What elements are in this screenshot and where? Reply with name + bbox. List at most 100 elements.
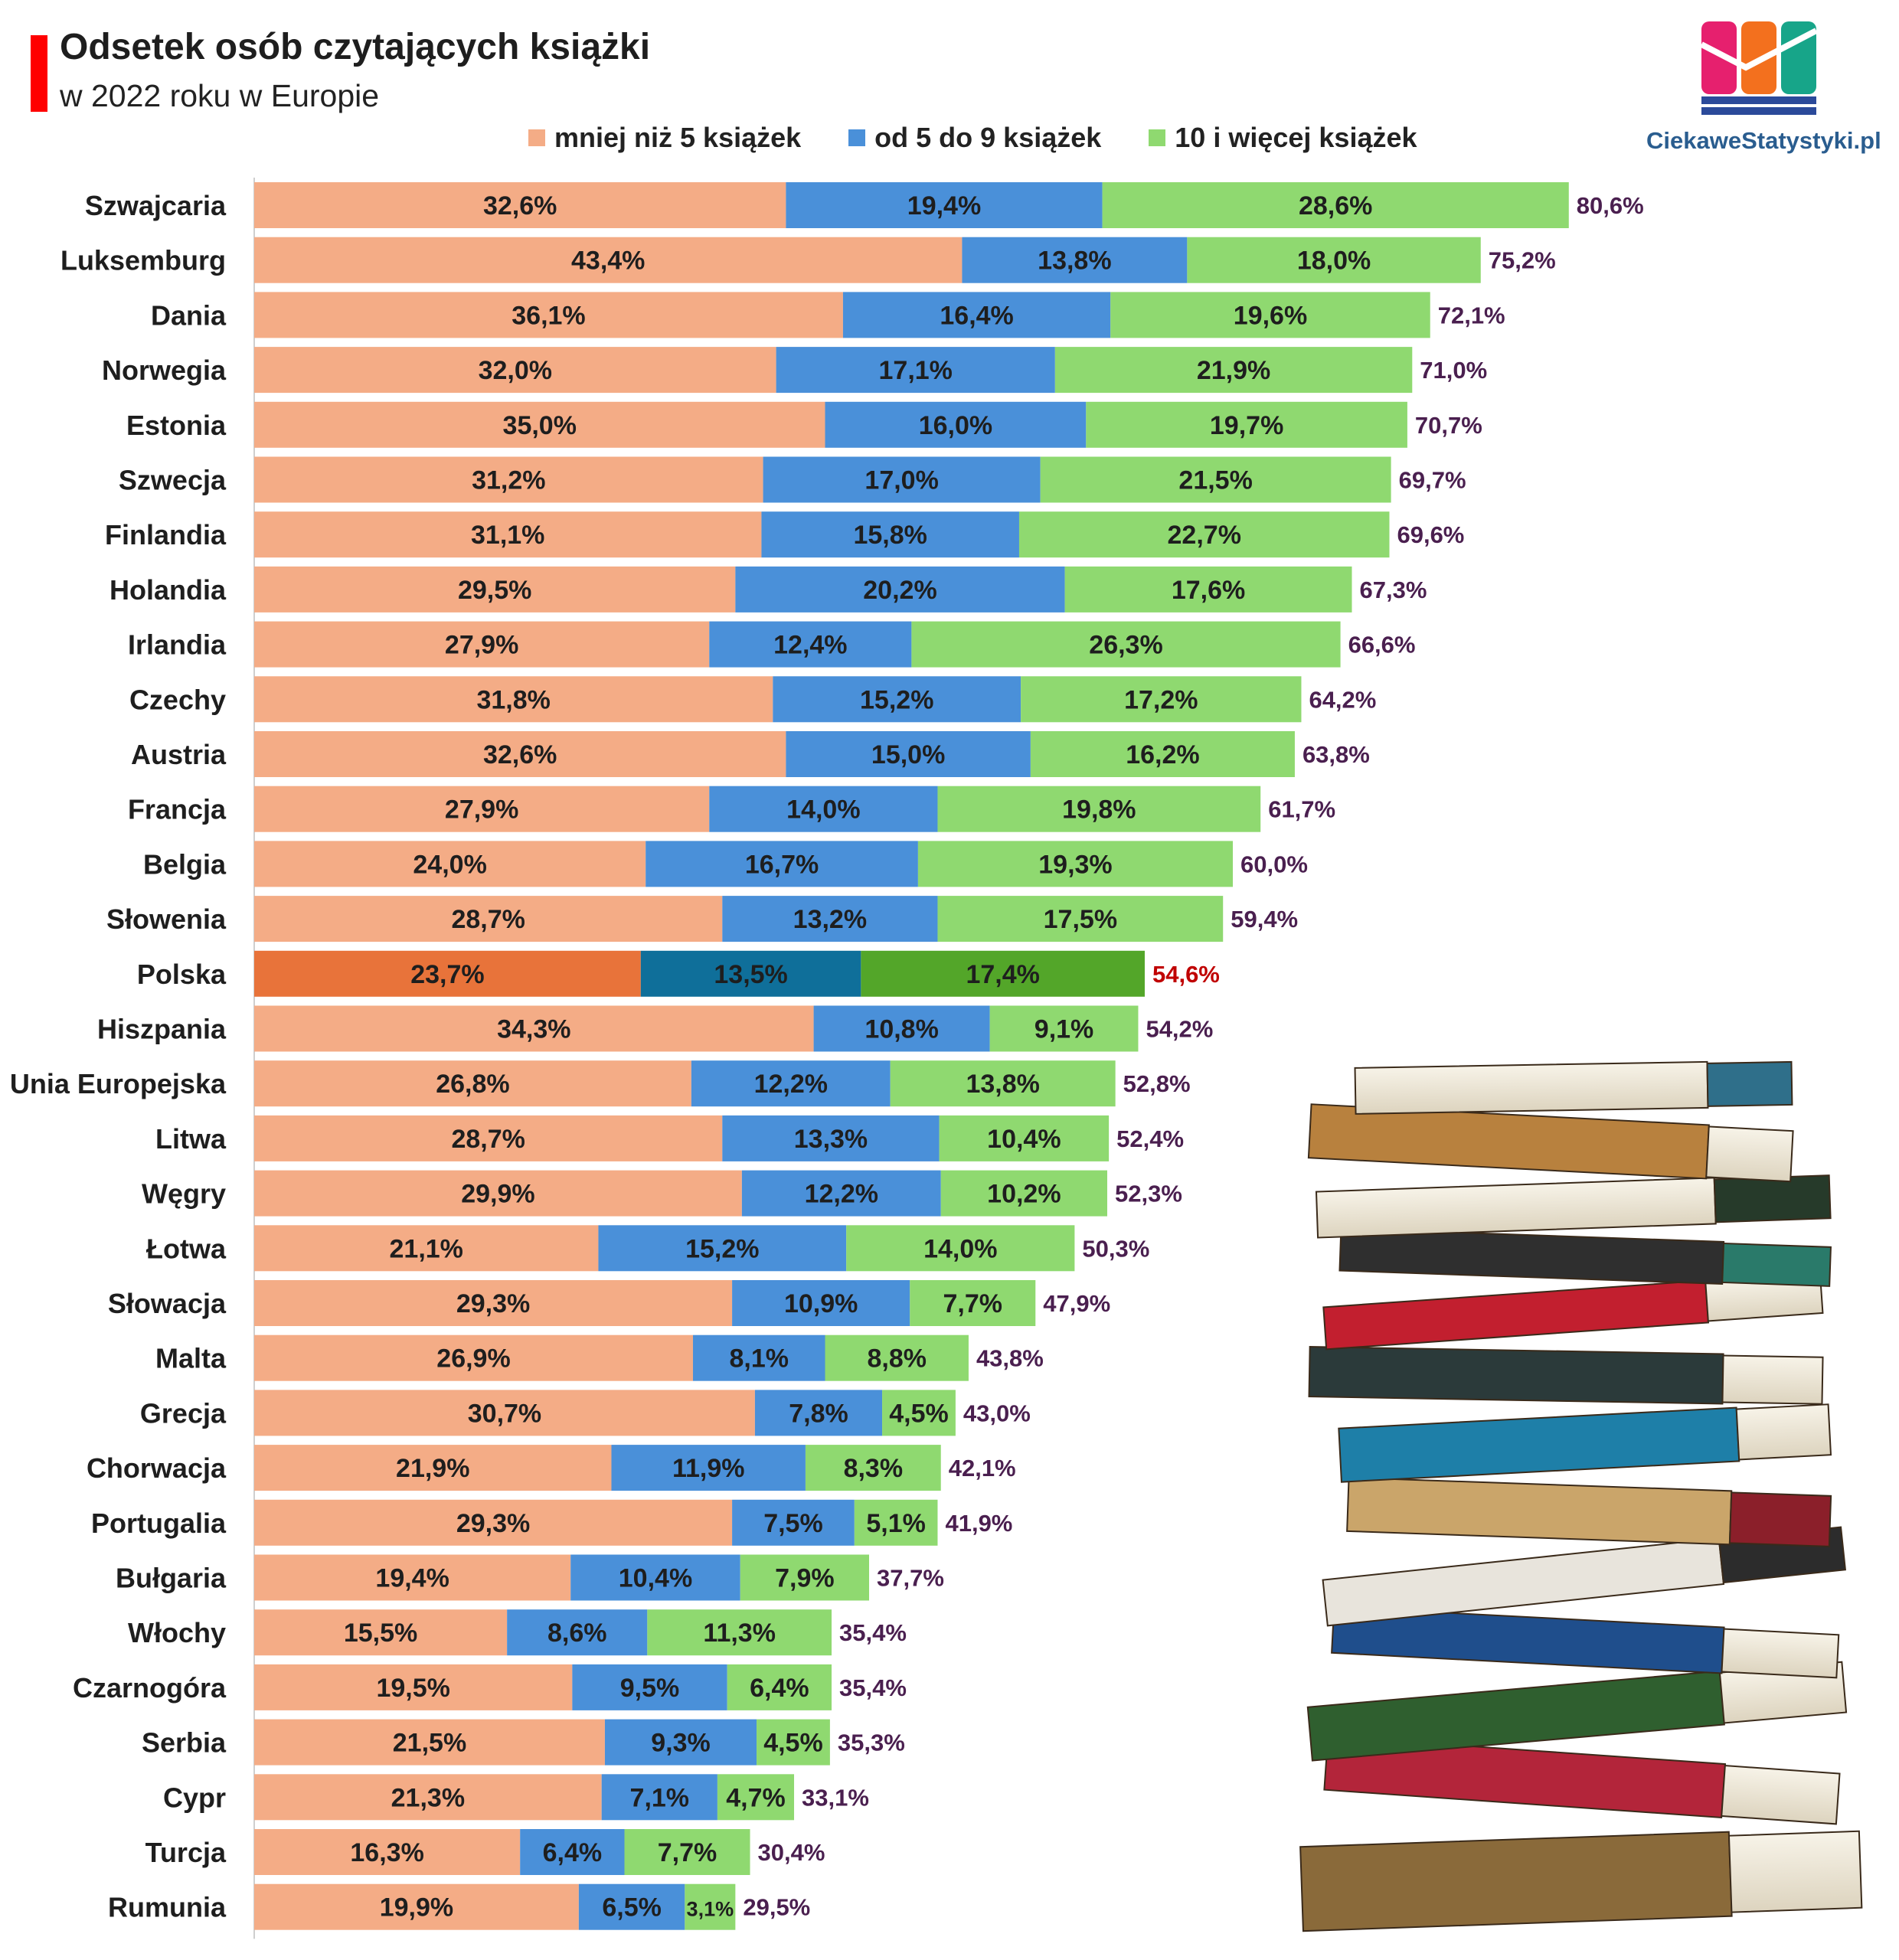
- total-label: 69,7%: [1399, 467, 1466, 494]
- bar-value-label: 29,3%: [456, 1289, 530, 1318]
- bar-value-label: 15,5%: [344, 1619, 417, 1648]
- total-label: 54,6%: [1152, 961, 1220, 988]
- bar-value-label: 16,7%: [745, 850, 819, 879]
- bar-segment-s2: [776, 347, 1055, 394]
- bar-segment-s1: [254, 621, 710, 668]
- bar-value-label: 15,8%: [853, 521, 927, 550]
- bar-segment-s1: [254, 1280, 733, 1326]
- bar-segment-s1: [254, 511, 762, 558]
- bar-value-label: 19,9%: [380, 1893, 453, 1922]
- bar-segment-s1: [254, 896, 723, 942]
- bar-segment-s2: [507, 1609, 648, 1656]
- legend-item-s1: mniej niż 5 książek: [528, 122, 801, 154]
- bar-value-label: 3,1%: [687, 1898, 734, 1921]
- bar-value-label: 8,8%: [867, 1344, 927, 1374]
- bar-segment-s3: [911, 621, 1341, 668]
- category-label: Serbia: [142, 1727, 227, 1759]
- category-label: Luksemburg: [60, 245, 226, 276]
- bar-value-label: 19,4%: [907, 191, 981, 220]
- total-label: 80,6%: [1577, 192, 1644, 219]
- category-label: Szwecja: [119, 465, 227, 496]
- bar-segment-s3: [1110, 292, 1430, 338]
- bar-segment-s3: [1018, 511, 1390, 558]
- bar-value-label: 16,4%: [940, 301, 1013, 330]
- bar-segment-s2: [722, 896, 938, 942]
- bar-segment-s2: [646, 841, 918, 887]
- bar-segment-s1: [254, 1664, 573, 1710]
- category-label: Unia Europejska: [10, 1068, 227, 1099]
- bar-value-label: 17,2%: [1124, 685, 1198, 714]
- bar-value-label: 15,2%: [685, 1234, 759, 1263]
- category-label: Portugalia: [91, 1508, 227, 1539]
- category-label: Finlandia: [105, 519, 227, 550]
- bar-segment-s3: [1102, 182, 1569, 228]
- bar-value-label: 8,3%: [844, 1454, 904, 1483]
- bar-segment-s1: [254, 1774, 602, 1821]
- bar-value-label: 28,7%: [451, 1125, 525, 1154]
- bar-value-label: 7,9%: [775, 1564, 835, 1593]
- bar-value-label: 32,0%: [479, 356, 552, 385]
- category-label: Turcja: [145, 1837, 227, 1868]
- bar-value-label: 28,7%: [451, 905, 525, 934]
- total-label: 43,0%: [963, 1400, 1031, 1426]
- bar-value-label: 17,5%: [1044, 905, 1117, 934]
- bar-value-label: 21,9%: [396, 1454, 469, 1483]
- bar-segment-s1: [254, 841, 646, 887]
- total-label: 61,7%: [1268, 796, 1335, 823]
- bar-segment-s2: [570, 1554, 740, 1601]
- bar-segment-s2: [842, 292, 1111, 338]
- chart-subtitle: w 2022 roku w Europie: [60, 78, 380, 113]
- bar-segment-s2: [598, 1225, 847, 1272]
- category-label: Czechy: [129, 684, 226, 715]
- bar-segment-s1: [254, 1390, 755, 1436]
- bar-value-label: 27,9%: [445, 795, 518, 825]
- bar-segment-s1: [254, 1609, 508, 1656]
- bar-segment-s3: [647, 1609, 832, 1656]
- bar-segment-s1: [254, 1005, 814, 1052]
- bar-value-label: 19,4%: [375, 1564, 449, 1593]
- bar-value-label: 17,0%: [865, 466, 938, 495]
- legend-swatch-s3: [1149, 129, 1166, 146]
- bar-segment-s3: [1040, 456, 1391, 503]
- bar-value-label: 19,8%: [1062, 795, 1136, 825]
- bar-segment-s1: [254, 950, 641, 997]
- bar-segment-s3: [685, 1883, 736, 1930]
- bar-segment-s1: [254, 1554, 571, 1601]
- bar-value-label: 24,0%: [413, 850, 486, 879]
- bar-value-label: 9,5%: [620, 1674, 680, 1703]
- bar-value-label: 10,4%: [987, 1125, 1061, 1154]
- category-label: Słowenia: [106, 903, 227, 935]
- bar-segment-s2: [572, 1664, 727, 1710]
- bar-value-label: 8,1%: [729, 1344, 789, 1374]
- bar-segment-s1: [254, 1883, 579, 1930]
- bar-segment-s3: [890, 1060, 1116, 1107]
- bar-segment-s3: [910, 1280, 1036, 1326]
- total-label: 52,8%: [1123, 1070, 1191, 1097]
- category-label: Belgia: [143, 848, 227, 880]
- category-label: Szwajcaria: [85, 190, 227, 221]
- bar-segment-s3: [854, 1499, 938, 1546]
- bar-value-label: 12,4%: [773, 631, 847, 660]
- bar-value-label: 15,2%: [860, 685, 933, 714]
- bar-value-label: 35,0%: [503, 411, 577, 440]
- legend-swatch-s1: [528, 129, 545, 146]
- bar-value-label: 13,8%: [1038, 247, 1111, 276]
- logo-text: CiekaweStatystyki.pl: [1646, 127, 1881, 154]
- bar-value-label: 36,1%: [512, 301, 585, 330]
- bar-segment-s2: [735, 566, 1065, 612]
- total-label: 35,4%: [839, 1674, 907, 1701]
- bar-value-label: 19,7%: [1210, 411, 1283, 440]
- bar-value-label: 9,1%: [1034, 1015, 1094, 1044]
- category-label: Francja: [128, 794, 227, 825]
- bar-segment-s1: [254, 676, 773, 723]
- bar-segment-s3: [717, 1774, 795, 1821]
- bar-segment-s3: [740, 1554, 870, 1601]
- bar-segment-s2: [732, 1499, 855, 1546]
- bar-segment-s1: [254, 566, 736, 612]
- bar-value-label: 10,4%: [619, 1564, 692, 1593]
- bar-value-label: 32,6%: [483, 191, 557, 220]
- bar-value-label: 18,0%: [1297, 247, 1371, 276]
- total-label: 64,2%: [1309, 686, 1376, 713]
- bar-segment-s3: [825, 1334, 969, 1381]
- bar-segment-s3: [1030, 731, 1295, 777]
